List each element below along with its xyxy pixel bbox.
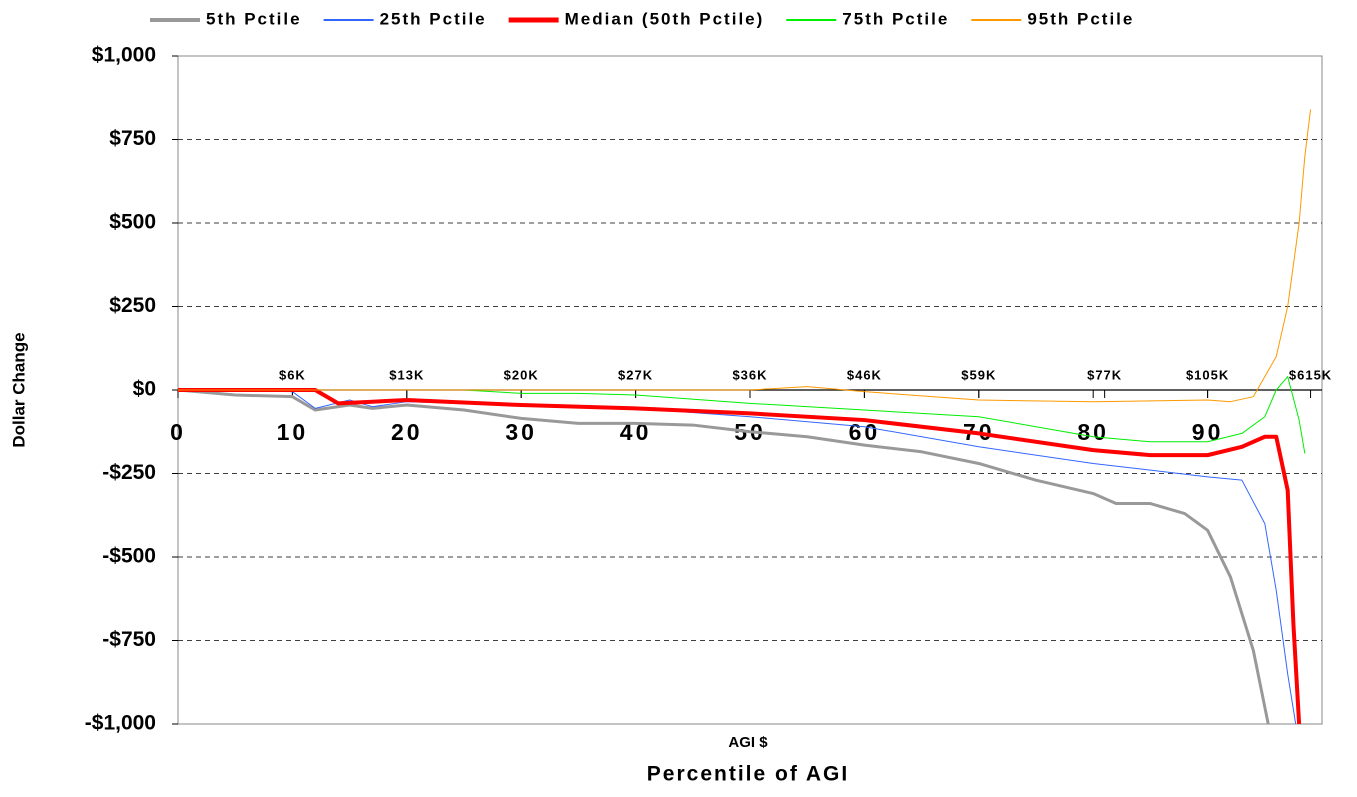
legend-label: 75th Pctile xyxy=(842,9,949,28)
y-tick-label: $0 xyxy=(133,378,156,401)
x-tick-label: 90 xyxy=(1192,419,1224,445)
x2-tick-label: $27K xyxy=(618,367,653,382)
legend-label: 95th Pctile xyxy=(1027,9,1134,28)
x-tick-label: 0 xyxy=(170,419,186,445)
y-tick-label: $500 xyxy=(109,211,156,234)
series-line xyxy=(178,388,1302,724)
x-tick-label: 10 xyxy=(277,419,309,445)
x2-tick-label: $59K xyxy=(961,367,996,382)
x-axis-label: Percentile of AGI xyxy=(647,763,849,786)
series-line xyxy=(178,388,1270,724)
y-axis-label: Dollar Change xyxy=(9,332,28,447)
x-tick-label: 60 xyxy=(849,419,881,445)
x-tick-label: 30 xyxy=(505,419,537,445)
y-tick-label: $1,000 xyxy=(92,44,156,67)
x2-tick-label: $615K xyxy=(1289,367,1332,382)
x2-tick-label: $6K xyxy=(279,367,306,382)
y-tick-label: -$500 xyxy=(102,545,156,568)
legend-label: Median (50th Pctile) xyxy=(565,9,765,28)
y-tick-label: $250 xyxy=(109,294,156,317)
x2-tick-label: $105K xyxy=(1186,367,1229,382)
legend-label: 5th Pctile xyxy=(206,9,302,28)
x2-tick-label: $20K xyxy=(504,367,539,382)
y-tick-label: $750 xyxy=(109,127,156,150)
x-tick-label: 20 xyxy=(391,419,423,445)
y-tick-label: -$750 xyxy=(102,628,156,651)
x-tick-label: 80 xyxy=(1077,419,1109,445)
x2-tick-label: $13K xyxy=(389,367,424,382)
y-tick-label: -$250 xyxy=(102,461,156,484)
series-line xyxy=(178,109,1312,403)
series-line xyxy=(178,376,1306,454)
x2-tick-label: $77K xyxy=(1087,367,1122,382)
legend-label: 25th Pctile xyxy=(380,9,487,28)
y-tick-label: -$1,000 xyxy=(85,712,156,735)
x2-tick-label: $46K xyxy=(847,367,882,382)
x2-tick-label: $36K xyxy=(732,367,767,382)
chart-title: AGI $ xyxy=(728,734,768,751)
